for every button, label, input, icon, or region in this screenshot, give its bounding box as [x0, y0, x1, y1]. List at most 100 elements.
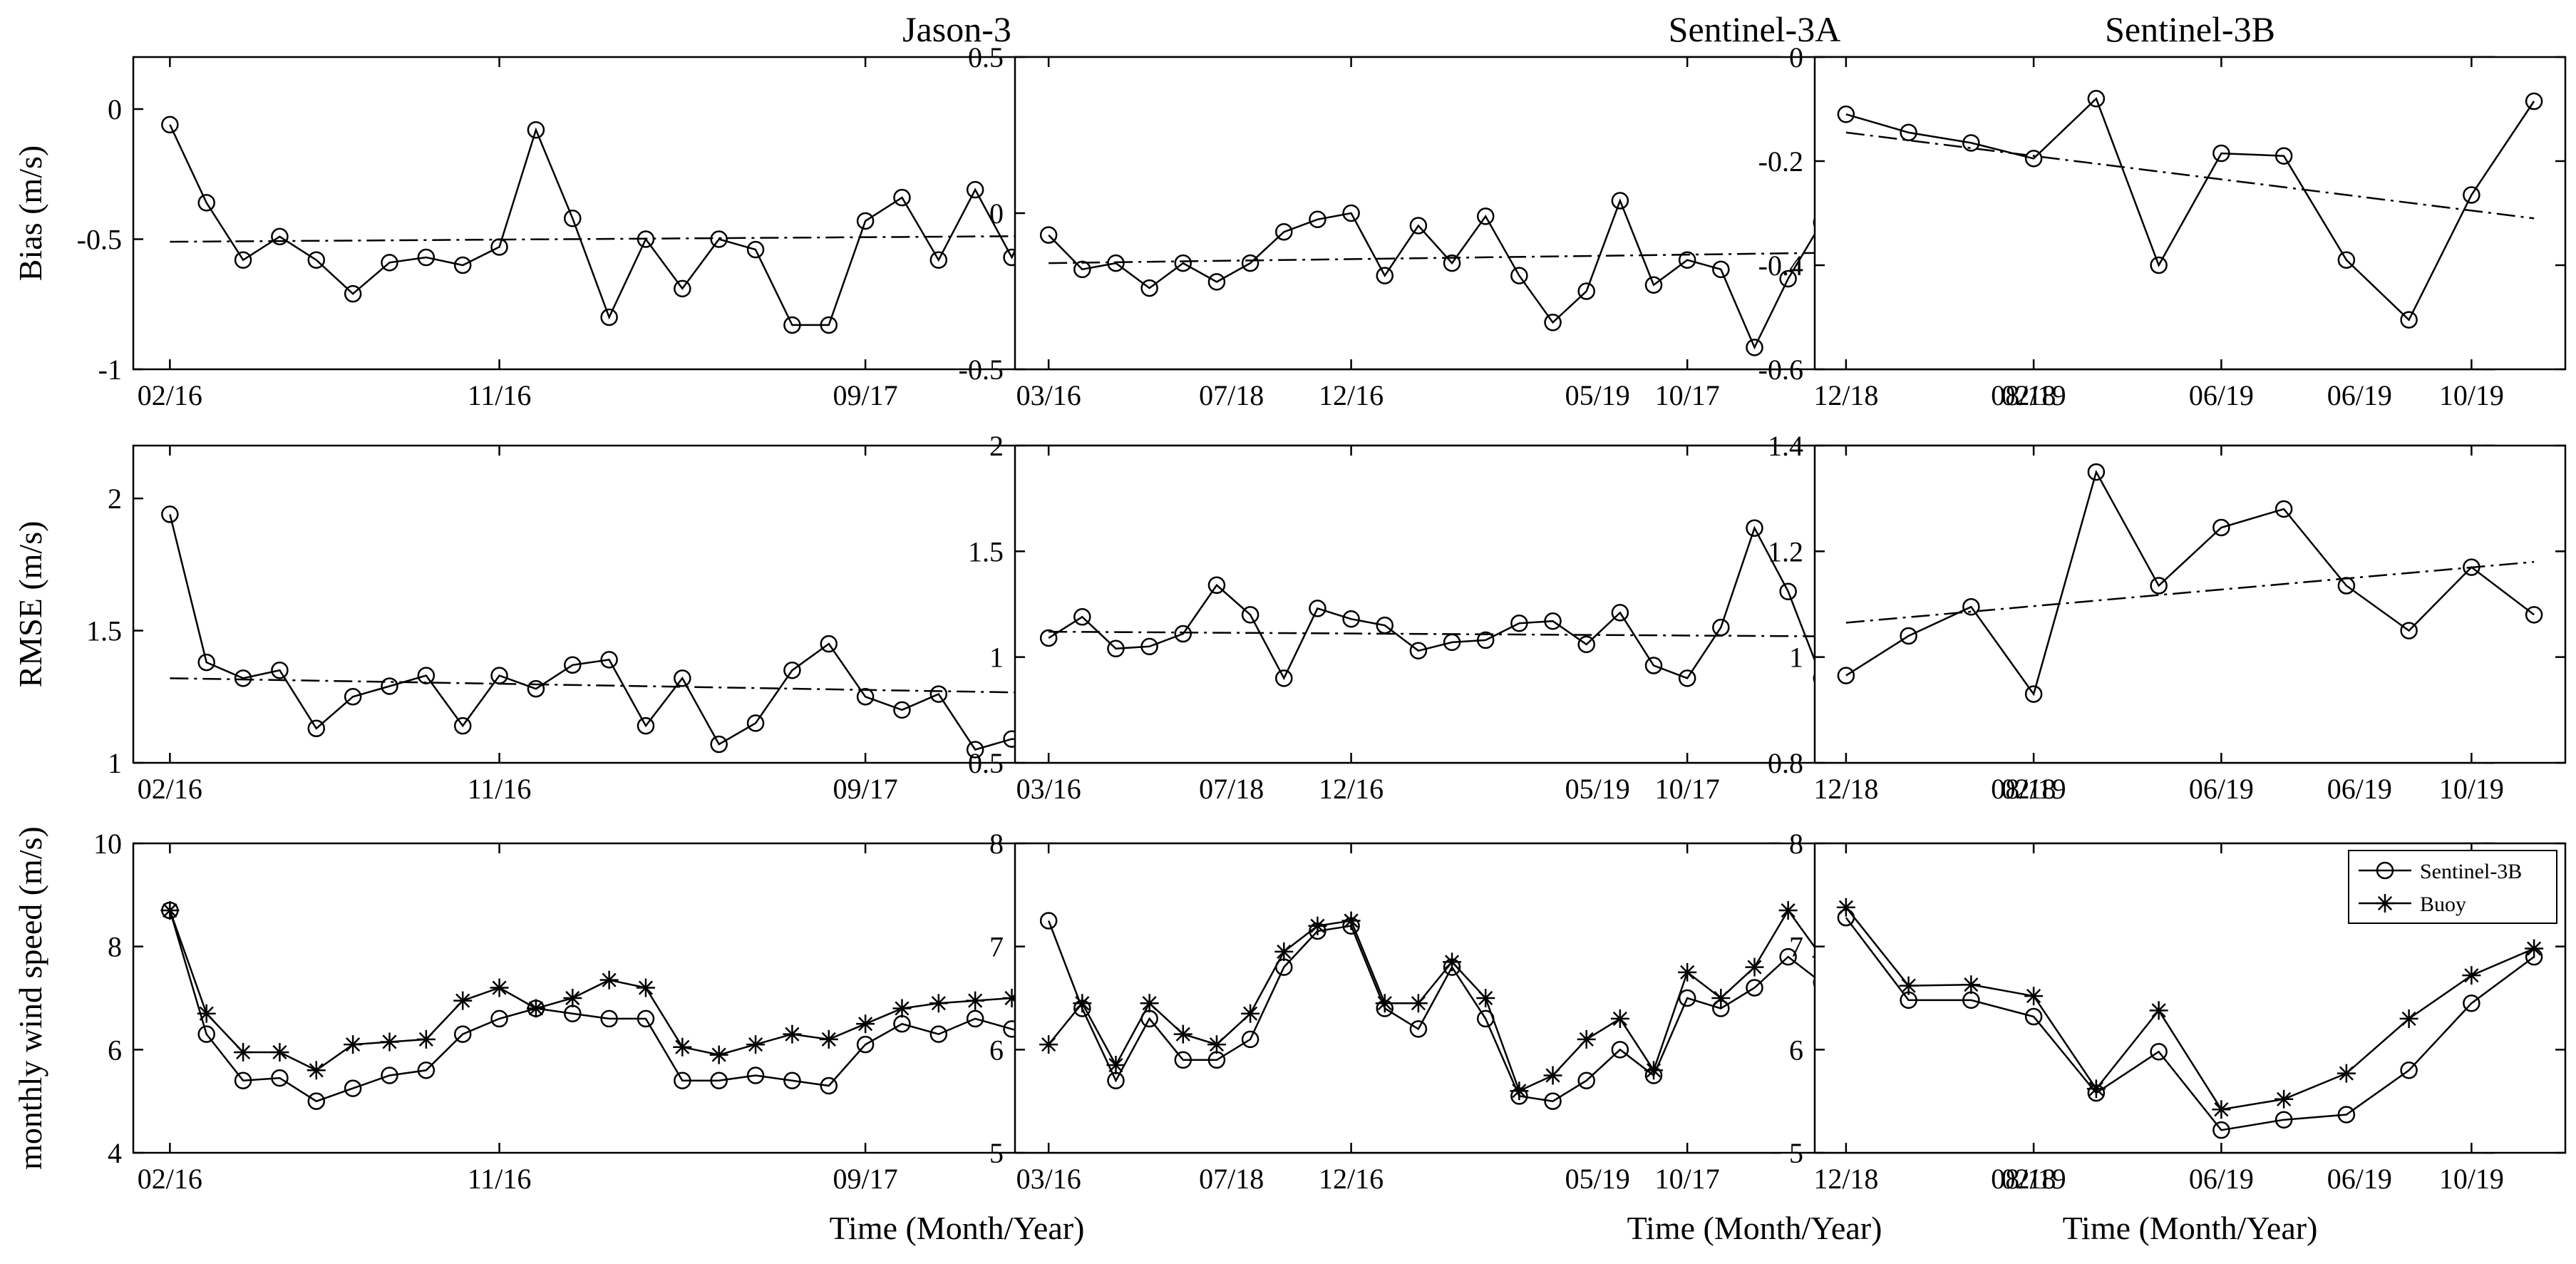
data-point: [234, 251, 252, 269]
y-tick-label: 8: [989, 828, 1004, 860]
data-point: [600, 1009, 618, 1028]
star-stroke: [1277, 944, 1292, 959]
y-tick-label: 10: [93, 828, 122, 860]
star-stroke: [602, 972, 617, 987]
data-point-star: [490, 978, 509, 997]
data-point: [1409, 642, 1428, 660]
y-tick-label: 5: [1789, 1137, 1803, 1169]
data-point: [1611, 1041, 1629, 1059]
y-axis-label: monthly wind speed (m/s): [12, 826, 48, 1170]
data-point: [1443, 633, 1461, 652]
data-point: [2337, 1106, 2356, 1124]
data-point: [1779, 582, 1797, 600]
y-axis-label: Bias (m/s): [12, 145, 48, 281]
star-stroke: [1310, 918, 1325, 933]
star-stroke: [2088, 1081, 2103, 1096]
data-point: [1779, 947, 1797, 966]
star-stroke: [1838, 900, 1853, 915]
data-point: [1107, 639, 1125, 658]
data-point: [1409, 217, 1428, 235]
star-stroke: [895, 1001, 910, 1016]
data-point: [966, 741, 984, 759]
y-tick-label: 7: [989, 931, 1004, 963]
data-point: [674, 279, 691, 298]
y-tick-label: 0.5: [968, 41, 1004, 73]
data-point: [1779, 269, 1797, 288]
star-stroke: [1377, 996, 1392, 1011]
data-point-star: [856, 1014, 875, 1034]
data-point: [2463, 994, 2480, 1012]
data-point-star: [197, 1004, 216, 1023]
legend-box: [2348, 850, 2557, 924]
x-tick-label: 12/18: [1813, 379, 1878, 411]
data-point: [1140, 279, 1158, 297]
data-point: [1275, 669, 1293, 687]
data-point-star: [1241, 1004, 1260, 1023]
data-point: [600, 308, 618, 327]
y-tick-label: 6: [1789, 1034, 1803, 1066]
data-point: [527, 120, 545, 139]
data-point: [1241, 254, 1259, 272]
star-stroke: [1579, 1032, 1594, 1047]
data-point: [1712, 618, 1730, 637]
data-point: [1544, 314, 1562, 332]
data-point: [2463, 558, 2480, 576]
x-tick-label: 03/16: [1016, 1163, 1081, 1195]
y-tick-label: 0: [108, 93, 122, 125]
data-point: [490, 1009, 508, 1028]
star-stroke: [1747, 960, 1762, 975]
data-point-star: [1644, 1061, 1664, 1080]
data-point: [746, 1067, 765, 1084]
data-point: [1207, 576, 1226, 595]
data-point-star: [2274, 1089, 2294, 1109]
data-point: [197, 194, 215, 212]
x-tick-label: 02/16: [138, 773, 202, 805]
y-tick-label: 6: [108, 1034, 122, 1066]
data-point-star: [1610, 1009, 1629, 1028]
data-point-star: [416, 1029, 436, 1049]
data-point-star: [599, 970, 619, 990]
data-point: [1962, 597, 1980, 616]
y-tick-label: 2: [989, 430, 1004, 462]
data-point-star: [234, 1042, 253, 1062]
x-tick-label: 12/18: [1813, 1163, 1878, 1195]
chart-title: Sentinel-3A: [1669, 9, 1841, 49]
data-point: [490, 238, 508, 256]
data-point: [2212, 1121, 2230, 1139]
data-point: [820, 1077, 838, 1095]
data-point: [1962, 134, 1980, 152]
star-stroke: [2401, 1011, 2416, 1027]
data-point: [1900, 123, 1917, 142]
star-stroke: [2026, 989, 2041, 1004]
y-tick-label: 8: [108, 931, 122, 963]
data-point-star: [1443, 952, 1462, 972]
data-point: [2400, 622, 2418, 639]
star-stroke: [1901, 978, 1916, 993]
data-point: [637, 1009, 655, 1028]
data-point-star: [2525, 939, 2544, 958]
data-point: [1174, 254, 1192, 272]
data-point-star: [2212, 1100, 2231, 1119]
data-point: [820, 634, 838, 653]
data-point: [381, 677, 398, 695]
star-stroke: [1041, 1037, 1056, 1052]
data-point: [197, 653, 215, 672]
star-stroke: [565, 990, 580, 1006]
star-stroke: [1175, 1027, 1190, 1042]
y-tick-label: 1: [108, 747, 122, 779]
data-point: [783, 316, 801, 334]
data-point: [710, 1072, 728, 1089]
data-point-star: [1140, 994, 1159, 1013]
data-point: [2400, 1062, 2418, 1079]
data-point-star: [892, 999, 912, 1018]
star-stroke: [1209, 1037, 1225, 1052]
data-point: [929, 251, 948, 269]
x-tick-label: 02/16: [138, 1163, 202, 1195]
data-point-star: [380, 1032, 399, 1052]
data-point: [1577, 1072, 1595, 1089]
data-point: [1746, 519, 1763, 537]
x-tick-label: 07/18: [1199, 379, 1264, 411]
x-tick-label: 10/17: [1655, 1163, 1720, 1195]
data-point: [1073, 260, 1091, 279]
data-point: [2463, 186, 2480, 204]
